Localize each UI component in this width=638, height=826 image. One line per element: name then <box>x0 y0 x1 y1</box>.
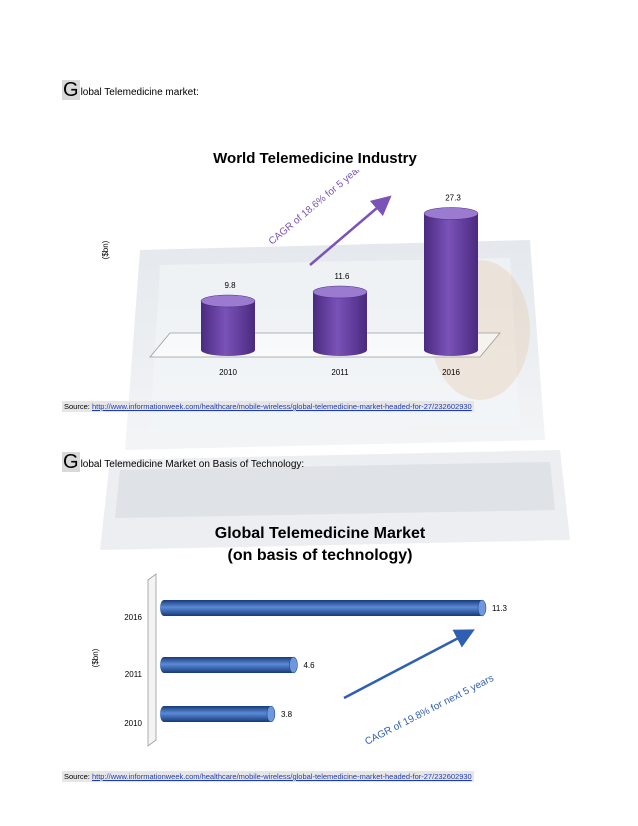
chart2-data-label: 11.3 <box>492 604 508 613</box>
source-link[interactable]: http://www.informationweek.com/healthcar… <box>91 402 472 411</box>
chart2-data-label: 3.8 <box>281 710 293 719</box>
chart1-cagr-arrow <box>309 195 392 266</box>
chart2-bar <box>160 706 275 722</box>
chart1-bar-top <box>200 294 256 308</box>
source-label: Source: <box>64 772 90 781</box>
heading-text: lobal Telemedicine Market on Basis of Te… <box>80 459 305 470</box>
chart1-data-label: 11.6 <box>335 272 351 281</box>
chart1-bar <box>313 292 367 356</box>
section-heading-1: G lobal Telemedicine market: <box>62 80 199 100</box>
chart2-bar <box>160 600 486 616</box>
chart2-bar-end <box>266 705 276 723</box>
chart2-bar-end <box>477 599 487 617</box>
chart1-data-label: 27.3 <box>445 194 461 203</box>
source-link[interactable]: http://www.informationweek.com/healthcar… <box>91 772 472 781</box>
chart2-ylabel: ($bn) <box>91 648 100 667</box>
chart2-tick-label: 2016 <box>124 613 142 622</box>
heading-initial: G <box>62 451 80 473</box>
chart2-title-line1: Global Telemedicine Market <box>214 525 426 542</box>
chart2-cagr-arrow <box>343 629 475 700</box>
chart1-title: World Telemedicine Industry <box>213 150 417 167</box>
chart1-bar-top <box>423 207 479 220</box>
chart2-data-label: 4.6 <box>303 661 315 670</box>
chart1-ylabel: ($bn) <box>101 240 110 259</box>
chart2-title: Global Telemedicine Market (on basis of … <box>170 523 470 567</box>
chart2-tick-label: 2010 <box>124 719 142 728</box>
chart2-wall <box>147 573 157 747</box>
chart1-svg: ($bn) 9.8 2010 11.6 2011 27.3 2016 CAGR of 18.6… <box>101 170 501 377</box>
chart2-tick-label: 2011 <box>125 670 143 679</box>
chart2-bar <box>160 657 298 673</box>
heading-text: lobal Telemedicine market: <box>80 87 199 98</box>
chart1-bar-top <box>312 285 368 299</box>
chart2-bar-end <box>289 656 298 674</box>
source-label: Source: <box>64 402 90 411</box>
chart1-bar <box>201 301 255 356</box>
chart2-title-line2: (on basis of technology) <box>227 547 413 564</box>
chart1-data-label: 9.8 <box>224 281 236 290</box>
source-line-2: Source: http://www.informationweek.com/h… <box>62 771 474 782</box>
chart1-tick-label: 2016 <box>442 368 460 377</box>
section-heading-2: G lobal Telemedicine Market on Basis of … <box>62 452 304 472</box>
chart1-tick-label: 2010 <box>219 368 237 377</box>
chart2-annotation: CAGR of 19.8% for next 5 years <box>363 673 495 748</box>
source-line-1: Source: http://www.informationweek.com/h… <box>62 401 474 412</box>
heading-initial: G <box>62 79 80 101</box>
chart1-annotation: CAGR of 18.6% for 5 years <box>267 170 367 247</box>
chart1-tick-label: 2011 <box>331 368 349 377</box>
chart1-bar <box>424 213 478 356</box>
chart2-svg: ($bn) 11.3 2016 4.6 2011 3.8 2010 CAGR of 19.8%… <box>91 573 508 748</box>
